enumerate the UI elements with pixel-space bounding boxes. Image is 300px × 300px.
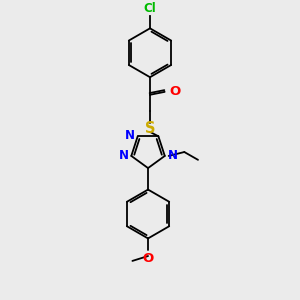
Text: N: N (168, 149, 178, 162)
Text: O: O (142, 252, 154, 265)
Text: S: S (145, 121, 155, 136)
Text: N: N (118, 149, 128, 162)
Text: N: N (125, 129, 135, 142)
Text: Cl: Cl (144, 2, 156, 15)
Text: O: O (169, 85, 181, 98)
